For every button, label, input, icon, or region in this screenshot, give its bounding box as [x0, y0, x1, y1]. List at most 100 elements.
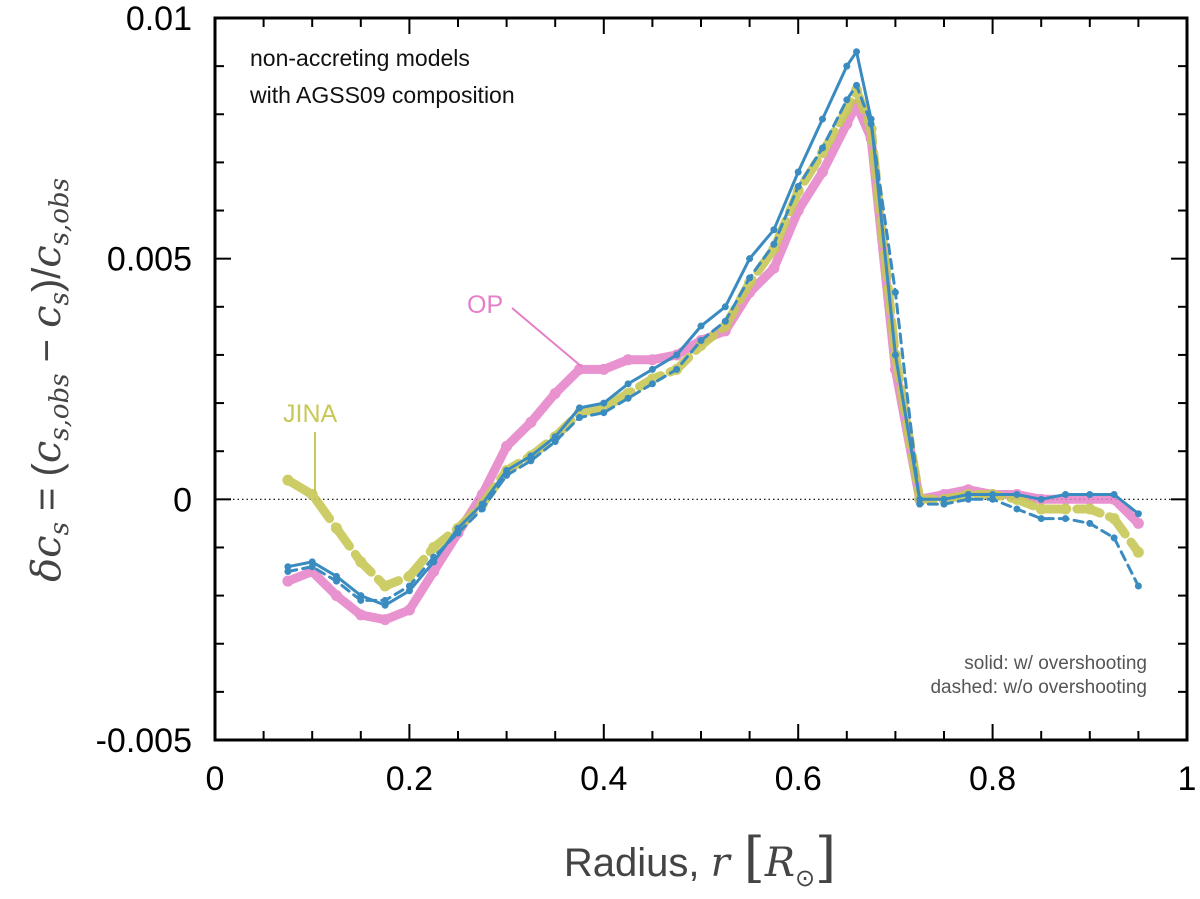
op-label-pointer: [511, 307, 583, 368]
data-point-blue-solid: [600, 399, 608, 407]
x-tick-label: 0.6: [775, 760, 822, 798]
data-point-blue-dashed: [964, 495, 972, 503]
data-point-jina: [1132, 546, 1144, 558]
legend-note-solid: solid: w/ overshooting: [964, 653, 1147, 674]
data-point-blue-solid: [648, 365, 656, 373]
data-point-blue-solid: [1110, 491, 1118, 499]
data-point-blue-dashed: [1013, 505, 1021, 513]
data-point-blue-dashed: [673, 365, 681, 373]
data-point-op: [622, 354, 634, 366]
data-point-blue-solid: [1134, 510, 1142, 518]
x-tick-label: 0.8: [969, 760, 1016, 798]
data-point-blue-dashed: [308, 563, 316, 571]
data-point-blue-dashed: [853, 81, 861, 89]
legend-note-dashed: dashed: w/o overshooting: [930, 677, 1147, 698]
data-point-blue-solid: [1086, 491, 1094, 499]
y-axis-s3: s: [45, 292, 75, 305]
data-point-blue-dashed: [819, 144, 826, 152]
data-point-op: [598, 363, 610, 375]
y-axis-close: )/: [25, 267, 69, 292]
x-tick-label: 0.4: [580, 760, 627, 798]
y-axis-delta: δ: [24, 558, 70, 582]
data-point-blue-dashed: [721, 317, 729, 325]
data-point-op: [501, 440, 513, 452]
data-point-blue-solid: [891, 351, 899, 359]
data-point-blue-solid: [576, 404, 583, 412]
data-point-blue-dashed: [430, 553, 438, 561]
series-blue-solid: [284, 48, 1142, 609]
x-axis-title-sun: ⊙: [795, 865, 815, 892]
data-point-blue-solid: [673, 351, 681, 359]
data-point-blue-dashed: [333, 577, 340, 585]
series-line-jina: [283, 85, 1143, 591]
jina-series-label: JINA: [283, 400, 338, 428]
data-point-blue-dashed: [1062, 515, 1069, 523]
data-point-blue-solid: [308, 558, 316, 566]
data-point-blue-dashed: [916, 500, 924, 508]
y-axis-c2: c: [24, 441, 70, 463]
x-tick-label: 1: [1178, 760, 1197, 798]
data-point-blue-dashed: [1037, 515, 1045, 523]
data-point-op: [768, 262, 780, 274]
data-point-blue-solid: [333, 572, 340, 580]
data-point-blue-solid: [697, 322, 705, 330]
data-point-blue-dashed: [624, 394, 632, 402]
data-point-jina: [403, 570, 415, 582]
data-point-blue-dashed: [843, 96, 851, 104]
data-point-op: [331, 590, 342, 602]
data-point-blue-dashed: [381, 596, 389, 604]
annotation-line-1: non-accreting models: [250, 45, 470, 71]
plot-frame: [213, 16, 1189, 742]
data-point-blue-dashed: [503, 471, 511, 479]
x-axis-bracket-close: ]: [815, 826, 836, 889]
data-point-jina: [282, 474, 294, 486]
data-point-blue-solid: [746, 255, 754, 263]
x-axis-bracket-open: [: [744, 826, 765, 889]
series-line-op: [283, 100, 1143, 625]
data-point-op: [525, 416, 537, 428]
x-axis-title-var: r: [711, 840, 733, 886]
data-point-blue-solid: [405, 587, 413, 595]
data-point-blue-solid: [853, 48, 861, 56]
data-point-blue-solid: [989, 491, 997, 499]
series-line-blue-solid: [286, 50, 1140, 607]
series-op: [282, 99, 1144, 626]
data-point-op: [379, 614, 391, 626]
y-axis-c3: c: [24, 306, 70, 328]
x-tick-label: 0: [206, 760, 225, 798]
data-point-blue-dashed: [551, 438, 559, 446]
y-axis-c4: c: [24, 245, 70, 267]
y-axis-sub-obs-2: s,obs: [45, 178, 75, 245]
data-point-blue-solid: [1062, 491, 1069, 499]
x-axis-title: Radius, r [R⊙]: [564, 826, 836, 892]
data-point-blue-solid: [1013, 491, 1021, 499]
data-point-blue-dashed: [770, 240, 778, 248]
op-series-label: OP: [467, 291, 503, 319]
x-axis-title-text: Radius,: [564, 841, 711, 885]
data-point-blue-dashed: [454, 529, 462, 537]
y-tick-label: 0.005: [107, 241, 192, 279]
x-axis-title-unit: R: [764, 840, 795, 886]
data-point-jina: [428, 541, 440, 553]
data-point-op: [1132, 517, 1144, 529]
data-point-blue-dashed: [357, 596, 365, 604]
data-point-jina: [355, 556, 367, 568]
series-blue-dashed: [284, 81, 1142, 604]
data-point-blue-dashed: [405, 582, 413, 590]
data-point-blue-dashed: [576, 414, 583, 422]
x-tick-label: 0.2: [386, 760, 433, 798]
data-point-blue-dashed: [697, 336, 705, 344]
data-point-blue-dashed: [527, 457, 535, 465]
axes-layer: [213, 16, 1189, 742]
data-point-blue-solid: [624, 380, 632, 388]
data-point-op: [428, 566, 440, 578]
data-point-blue-solid: [819, 115, 826, 123]
data-point-blue-dashed: [746, 274, 754, 282]
data-point-blue-dashed: [891, 288, 899, 296]
data-point-op: [403, 604, 415, 616]
data-point-blue-dashed: [1086, 519, 1094, 527]
data-point-blue-dashed: [989, 495, 997, 503]
data-point-blue-solid: [843, 62, 851, 70]
data-point-blue-dashed: [648, 380, 656, 388]
